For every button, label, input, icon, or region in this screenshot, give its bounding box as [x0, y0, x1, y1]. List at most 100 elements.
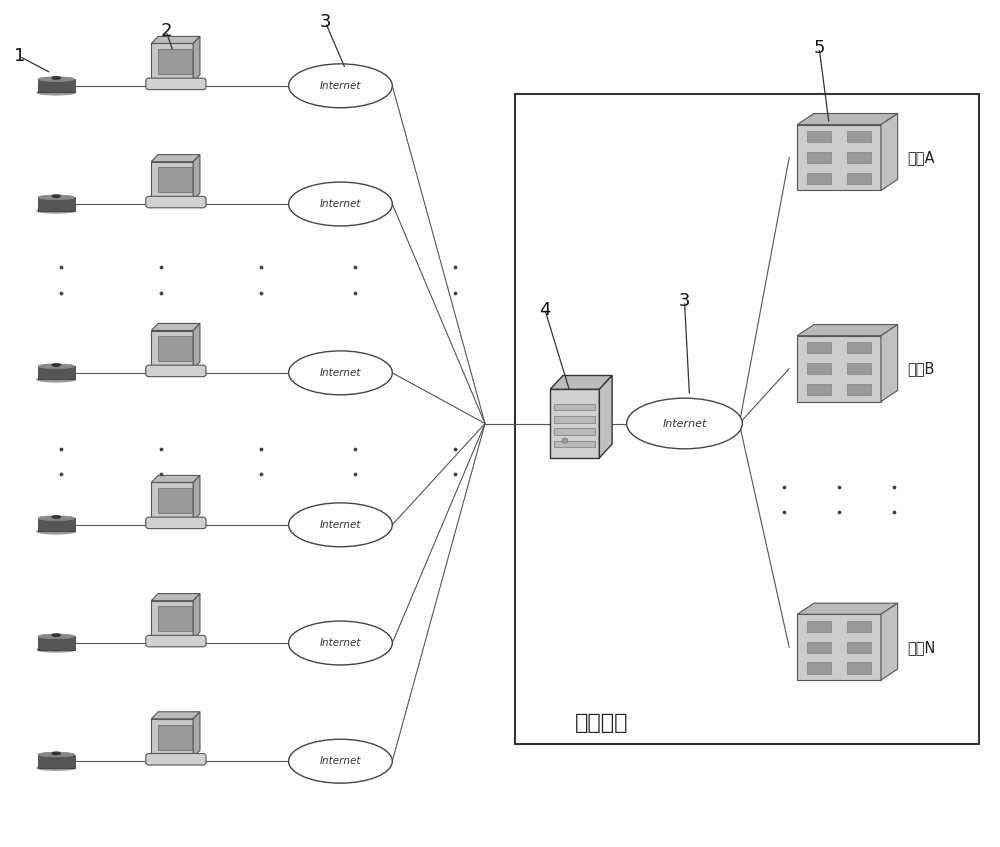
Bar — [847, 342, 871, 353]
Bar — [807, 621, 831, 632]
Bar — [807, 131, 831, 142]
Bar — [847, 662, 871, 673]
Ellipse shape — [289, 351, 392, 395]
Bar — [847, 363, 871, 374]
Bar — [847, 642, 871, 653]
Polygon shape — [881, 324, 898, 401]
Polygon shape — [38, 366, 75, 379]
FancyBboxPatch shape — [146, 635, 206, 647]
Bar — [847, 152, 871, 163]
Bar — [158, 168, 192, 192]
Ellipse shape — [627, 398, 742, 449]
Ellipse shape — [38, 516, 75, 521]
Text: Internet: Internet — [320, 199, 361, 209]
Text: Internet: Internet — [320, 520, 361, 530]
Polygon shape — [151, 162, 193, 200]
Text: 建筑A: 建筑A — [907, 150, 934, 165]
Polygon shape — [151, 43, 193, 82]
Bar — [807, 642, 831, 653]
Polygon shape — [151, 330, 193, 369]
Polygon shape — [151, 324, 200, 330]
Polygon shape — [151, 594, 200, 601]
FancyBboxPatch shape — [146, 518, 206, 529]
Bar — [158, 49, 192, 75]
Polygon shape — [550, 390, 599, 457]
Bar — [847, 131, 871, 142]
Text: Internet: Internet — [320, 638, 361, 648]
Ellipse shape — [38, 364, 75, 368]
Bar — [847, 621, 871, 632]
Polygon shape — [151, 719, 193, 757]
Polygon shape — [797, 614, 881, 680]
Polygon shape — [797, 113, 898, 125]
Polygon shape — [550, 375, 612, 390]
Bar — [158, 725, 192, 750]
Ellipse shape — [289, 503, 392, 547]
Bar — [807, 152, 831, 163]
Polygon shape — [193, 475, 200, 521]
Ellipse shape — [289, 64, 392, 108]
Text: 抗震区域: 抗震区域 — [575, 713, 628, 734]
Ellipse shape — [52, 77, 60, 79]
Polygon shape — [881, 113, 898, 191]
Polygon shape — [38, 518, 75, 531]
Bar — [554, 416, 595, 423]
Ellipse shape — [37, 529, 75, 534]
Text: 建筑B: 建筑B — [907, 361, 934, 376]
Polygon shape — [38, 79, 75, 92]
Polygon shape — [599, 375, 612, 457]
Ellipse shape — [289, 182, 392, 226]
Text: Internet: Internet — [320, 80, 361, 91]
Bar — [554, 429, 595, 435]
FancyBboxPatch shape — [146, 365, 206, 377]
Polygon shape — [797, 324, 898, 335]
Ellipse shape — [289, 621, 392, 665]
Ellipse shape — [52, 364, 60, 366]
Text: 5: 5 — [813, 39, 825, 57]
Polygon shape — [193, 324, 200, 369]
Ellipse shape — [562, 438, 568, 443]
Polygon shape — [151, 155, 200, 162]
Ellipse shape — [52, 195, 60, 197]
Polygon shape — [797, 335, 881, 401]
Polygon shape — [193, 594, 200, 639]
Bar — [515, 94, 979, 745]
Bar — [807, 342, 831, 353]
Text: Internet: Internet — [320, 756, 361, 767]
Bar — [847, 384, 871, 395]
Polygon shape — [151, 483, 193, 521]
Ellipse shape — [37, 377, 75, 382]
Ellipse shape — [37, 647, 75, 652]
Text: 3: 3 — [320, 14, 331, 31]
Bar — [158, 336, 192, 362]
Polygon shape — [797, 603, 898, 614]
Bar — [554, 404, 595, 411]
Bar — [158, 606, 192, 632]
Polygon shape — [38, 197, 75, 211]
Ellipse shape — [52, 752, 60, 755]
Bar — [807, 384, 831, 395]
Text: 4: 4 — [539, 301, 551, 318]
Ellipse shape — [52, 634, 60, 636]
Polygon shape — [797, 125, 881, 191]
Polygon shape — [193, 711, 200, 757]
Polygon shape — [881, 603, 898, 680]
FancyBboxPatch shape — [146, 78, 206, 90]
Polygon shape — [151, 711, 200, 719]
Text: 1: 1 — [14, 47, 25, 65]
Polygon shape — [151, 36, 200, 43]
Polygon shape — [151, 475, 200, 483]
Ellipse shape — [37, 90, 75, 95]
Ellipse shape — [38, 77, 75, 81]
Polygon shape — [193, 155, 200, 200]
Polygon shape — [38, 755, 75, 768]
Ellipse shape — [38, 634, 75, 639]
Bar — [807, 662, 831, 673]
FancyBboxPatch shape — [146, 197, 206, 208]
Text: 3: 3 — [679, 292, 690, 310]
Bar — [807, 173, 831, 184]
Polygon shape — [151, 601, 193, 639]
Bar — [807, 363, 831, 374]
Text: 建筑N: 建筑N — [907, 639, 935, 655]
Text: 2: 2 — [160, 22, 172, 40]
